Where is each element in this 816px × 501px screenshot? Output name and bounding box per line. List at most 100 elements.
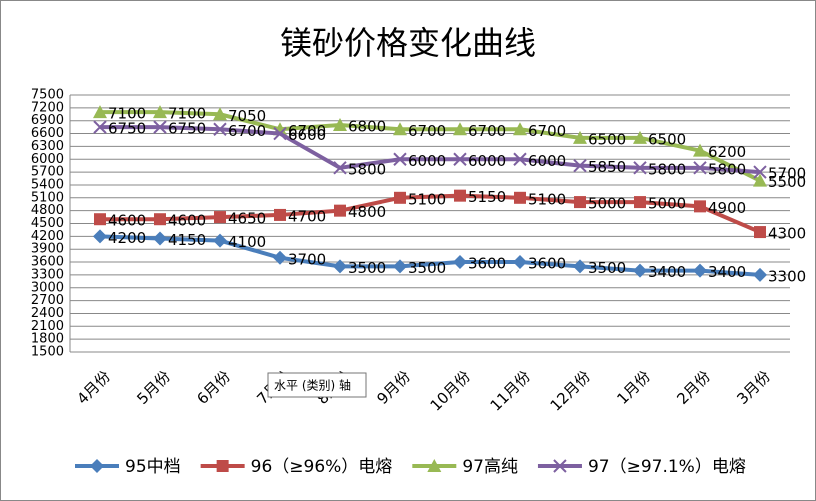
point (453, 152, 467, 166)
point (333, 259, 347, 274)
data-label: 4100 (228, 233, 266, 251)
point (93, 229, 107, 244)
data-label: 4800 (348, 203, 386, 221)
point (274, 208, 286, 221)
point (153, 231, 167, 246)
data-label: 5500 (768, 173, 806, 191)
point (754, 226, 766, 239)
data-label: 4600 (168, 212, 206, 230)
data-label: 5100 (408, 190, 446, 208)
chart-title: 镁砂价格变化曲线 (280, 24, 536, 62)
point (753, 267, 767, 282)
y-tick-label: 6300 (31, 139, 64, 154)
data-label: 5800 (348, 160, 386, 178)
point (93, 105, 107, 119)
point (94, 213, 106, 226)
data-label: 4900 (708, 199, 746, 217)
point (333, 161, 347, 175)
y-tick-label: 4200 (31, 229, 64, 244)
series-line (100, 193, 761, 234)
data-label: 3500 (588, 259, 626, 277)
point (633, 130, 647, 144)
data-label: 5700 (768, 165, 806, 183)
data-label: 4300 (768, 225, 806, 243)
data-label: 7050 (228, 107, 266, 125)
point (753, 173, 767, 187)
point (393, 122, 407, 136)
series-line (100, 110, 761, 183)
point (634, 196, 646, 209)
data-label: 4150 (168, 231, 206, 249)
legend-label: 97高纯 (462, 457, 518, 477)
point (214, 211, 226, 224)
data-label: 6700 (528, 122, 566, 140)
point (693, 143, 707, 157)
series-line (99, 234, 761, 277)
data-label: 5150 (468, 188, 506, 206)
y-tick-label: 4800 (31, 203, 64, 218)
data-label: 6000 (408, 152, 446, 170)
data-label: 3300 (768, 267, 806, 285)
data-label: 6500 (648, 130, 686, 148)
y-tick-label: 3300 (31, 267, 64, 282)
data-label: 6700 (228, 122, 266, 140)
legend-label: 96（≥96%）电熔 (251, 457, 393, 477)
legend-marker (90, 459, 104, 473)
data-label: 4200 (108, 229, 146, 247)
point (213, 107, 227, 121)
data-label: 5000 (648, 195, 686, 213)
data-label: 6600 (288, 126, 326, 144)
data-label: 6800 (348, 117, 386, 135)
y-tick-label: 5700 (31, 165, 64, 180)
point (273, 126, 287, 141)
y-tick-label: 1800 (31, 332, 64, 347)
data-label: 6000 (468, 152, 506, 170)
point (453, 122, 467, 136)
data-label: 3400 (648, 263, 686, 281)
data-label: 7100 (168, 105, 206, 123)
point (753, 165, 767, 179)
point (513, 255, 527, 270)
point (273, 250, 287, 265)
point (513, 152, 527, 166)
data-label: 7100 (108, 105, 146, 123)
data-label: 6000 (528, 152, 566, 170)
data-label: 3500 (348, 259, 386, 277)
y-tick-label: 3000 (31, 280, 64, 295)
point (334, 204, 346, 217)
y-tick-label: 1500 (31, 345, 64, 360)
legend-marker (216, 460, 229, 472)
series-line (100, 125, 761, 175)
point (213, 233, 227, 248)
data-label: 3500 (408, 259, 446, 277)
point (513, 122, 527, 136)
point (573, 130, 587, 144)
point (153, 105, 167, 119)
point (453, 255, 467, 270)
point (514, 191, 526, 204)
y-tick-label: 5400 (31, 177, 64, 192)
y-tick-label: 5100 (31, 190, 64, 205)
data-label: 6750 (108, 120, 146, 138)
y-tick-label: 7200 (31, 100, 64, 115)
legend-marker (427, 459, 442, 472)
point (93, 120, 107, 134)
data-label: 6750 (168, 120, 206, 138)
data-label: 3600 (528, 255, 566, 273)
data-label: 6700 (408, 122, 446, 140)
y-tick-label: 6600 (31, 126, 64, 141)
point (394, 191, 406, 204)
data-label: 6500 (588, 130, 626, 148)
data-label: 3700 (288, 250, 326, 268)
y-tick-label: 2100 (31, 319, 64, 334)
point (393, 152, 407, 166)
legend-label: 95中档 (125, 457, 181, 477)
y-tick-label: 2700 (31, 293, 64, 308)
y-tick-label: 2400 (31, 306, 64, 321)
point (333, 117, 347, 131)
y-tick-label: 4500 (31, 216, 64, 231)
data-label: 4700 (288, 207, 326, 225)
y-tick-label: 6900 (31, 113, 64, 128)
point (154, 213, 166, 226)
